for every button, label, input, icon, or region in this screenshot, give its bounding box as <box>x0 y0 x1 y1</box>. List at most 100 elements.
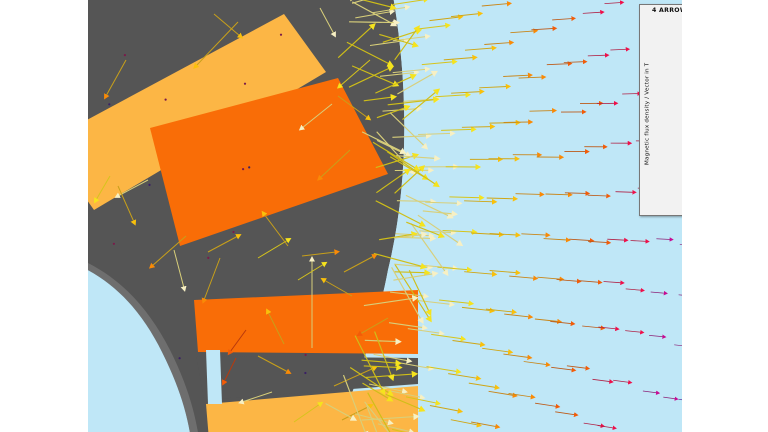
vector-arrow <box>407 328 445 337</box>
vector-arrow <box>325 402 358 421</box>
vector-arrow <box>598 326 620 332</box>
vector-arrow <box>348 65 395 88</box>
vector-arrow <box>346 41 394 67</box>
vector-arrow <box>386 151 440 188</box>
vector-arrow <box>503 72 533 78</box>
mesh-node-marker <box>178 357 181 360</box>
mesh-node-marker <box>304 353 307 356</box>
vector-arrow <box>376 168 411 194</box>
legend-tick-row: 23.529E-3 <box>652 190 682 201</box>
vector-arrow <box>656 237 674 242</box>
vector-arrow <box>450 10 484 18</box>
vector-arrow <box>379 231 418 241</box>
vector-arrow <box>426 366 462 375</box>
magnet-upper-orange <box>150 78 388 246</box>
vector-arrow <box>625 329 645 335</box>
vector-arrow <box>461 123 496 130</box>
legend-tick-row: 164.706E-3 <box>652 121 683 135</box>
colorbar-legend: 4 ARROWS NO INFINITE Magnetic flux densi… <box>639 4 682 216</box>
vector-arrow <box>471 421 501 430</box>
vector-arrow <box>355 8 396 19</box>
vector-arrow <box>613 379 633 385</box>
vector-arrow <box>361 359 402 367</box>
vector-arrow <box>393 270 439 281</box>
vector-arrow <box>610 47 631 52</box>
vector-arrow <box>448 373 482 381</box>
vector-arrow <box>373 353 413 364</box>
vector-arrow <box>582 9 605 15</box>
vector-arrow <box>531 25 558 32</box>
vector-arrow <box>375 73 417 94</box>
legend-tick-row: 0.000 <box>652 201 682 212</box>
vector-arrow <box>587 193 611 199</box>
vector-arrow <box>521 232 551 238</box>
vector-arrow <box>402 88 441 121</box>
vector-arrows-airgap <box>325 0 682 432</box>
flux-barrier-bridge <box>206 350 222 404</box>
vector-arrow <box>503 353 533 361</box>
legend-tick-row: 352.941E-3 <box>652 34 683 48</box>
mesh-node-marker <box>123 54 126 57</box>
vector-arrow <box>452 340 486 348</box>
vector-arrow <box>421 58 458 66</box>
mesh-node-marker <box>232 230 235 234</box>
vector-arrow <box>406 221 445 239</box>
legend-tick-row: 258.824E-3 <box>652 77 683 92</box>
legend-title: 4 ARROWS NO INFINITE <box>651 7 682 14</box>
vector-arrow <box>360 0 397 11</box>
vector-arrow <box>566 365 591 371</box>
vector-arrow <box>587 240 612 245</box>
vector-arrow <box>489 269 521 276</box>
vector-arrow <box>543 237 571 243</box>
vector-arrow <box>352 1 398 27</box>
vector-arrow <box>405 396 441 406</box>
vector-arrow <box>450 419 482 428</box>
legend-tick-row: 117.647E-3 <box>652 143 683 157</box>
vector-arrow <box>443 54 478 61</box>
vector-arrow <box>650 290 668 296</box>
legend-tick-row: 376.471E-3 <box>652 23 683 37</box>
vector-arrow <box>394 231 428 239</box>
vector-arrow <box>418 130 456 137</box>
vector-arrow <box>362 382 394 402</box>
vector-arrow <box>422 210 458 218</box>
legend-tick-row: 305.882E-3 <box>652 56 683 70</box>
vector-arrow <box>363 93 398 102</box>
vector-arrow <box>379 33 419 48</box>
mesh-node-marker <box>243 82 247 85</box>
steel-rib <box>196 356 418 400</box>
vector-arrow <box>397 361 435 372</box>
vector-arrow <box>546 61 573 67</box>
vector-arrow <box>431 333 467 342</box>
vector-arrow <box>394 264 432 323</box>
vector-arrow <box>351 0 366 4</box>
legend-scale: 400.000E-3376.471E-3352.941E-3329.412E-3… <box>652 12 683 212</box>
vector-arrow <box>394 25 420 61</box>
vector-arrow <box>485 308 518 315</box>
vector-arrow <box>461 306 496 314</box>
legend-axis-label: Magnetic flux density / Vector in T <box>644 62 651 165</box>
vector-arrow <box>663 396 679 401</box>
vector-arrow <box>464 271 498 277</box>
magnet-upper-amber <box>88 14 326 210</box>
vector-arrow <box>464 198 498 205</box>
vector-arrow <box>489 232 521 238</box>
vector-arrow <box>471 231 505 238</box>
mesh-node-marker <box>304 371 307 375</box>
vector-arrow <box>464 45 497 51</box>
vector-arrow <box>508 392 536 400</box>
vector-arrow <box>615 189 637 195</box>
vector-arrow <box>372 141 421 171</box>
vector-arrow <box>375 152 420 169</box>
vector-arrow <box>349 19 401 27</box>
vector-arrow <box>396 198 437 205</box>
vector-arrow <box>382 28 423 43</box>
mesh-node-marker <box>112 242 115 245</box>
vector-arrow <box>592 378 614 384</box>
vector-arrow <box>642 390 661 395</box>
vector-arrow <box>389 112 429 150</box>
vector-arrow <box>442 228 478 235</box>
vector-arrow <box>537 276 565 282</box>
mesh-node-marker <box>207 256 210 259</box>
vector-arrow <box>482 347 514 355</box>
